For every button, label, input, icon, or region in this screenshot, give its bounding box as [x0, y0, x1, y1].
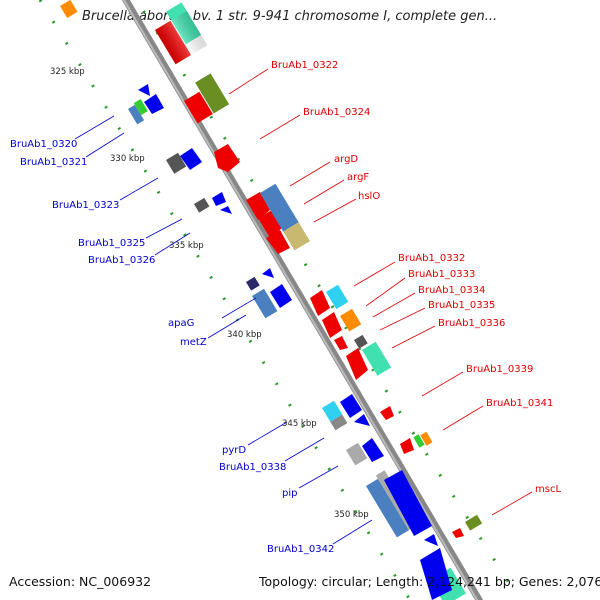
- feature-arrow: [262, 268, 274, 278]
- gene-label-reverse: BruAb1_0321: [20, 157, 87, 168]
- feature-block: [195, 73, 230, 114]
- feature-arrow: [258, 210, 282, 238]
- gene-label-forward: BruAb1_0336: [438, 318, 505, 329]
- gene-label-reverse: metZ: [180, 337, 207, 348]
- gene-label-forward: argF: [347, 172, 369, 183]
- forward-features: [155, 2, 483, 600]
- feature-block: [194, 197, 210, 213]
- ruler-tick-label: 325 kbp: [50, 67, 85, 77]
- gene-label-reverse: BruAb1_0325: [78, 238, 145, 249]
- gene-label-forward: argD: [334, 154, 358, 165]
- gene-label-reverse: pyrD: [222, 445, 246, 456]
- feature-arrow: [212, 192, 226, 206]
- feature-block: [330, 414, 348, 431]
- accession-text: Accession: NC_006932: [9, 574, 152, 589]
- feature-block: [354, 334, 368, 349]
- gene-label-forward: BruAb1_0341: [486, 398, 553, 409]
- feature-block: [366, 478, 409, 538]
- gene-label-forward: hslO: [358, 191, 380, 202]
- feature-arrow: [220, 206, 232, 214]
- gene-label-forward: mscL: [535, 484, 561, 495]
- feature-arrow: [380, 406, 394, 420]
- feature-block: [128, 104, 145, 125]
- ruler-tick-label: 345 kbp: [282, 419, 317, 429]
- gene-label-forward: BruAb1_0332: [398, 253, 465, 264]
- ruler-tick-label: 340 kbp: [227, 330, 262, 340]
- feature-arrow: [346, 348, 368, 380]
- feature-arrow: [246, 192, 270, 220]
- feature-block: [420, 431, 433, 446]
- feature-block: [413, 434, 425, 448]
- feature-block: [133, 99, 148, 116]
- feature-block: [340, 308, 362, 332]
- feature-arrow: [310, 290, 330, 316]
- gene-label-forward: BruAb1_0324: [303, 107, 370, 118]
- feature-arrow: [420, 548, 452, 600]
- ruler-tick-label: 350 kbp: [334, 510, 369, 520]
- feature-arrow: [322, 312, 342, 338]
- feature-arrow: [362, 438, 384, 462]
- feature-block: [346, 442, 368, 466]
- gene-label-reverse: apaG: [168, 318, 194, 329]
- reverse-features: [59, 0, 452, 600]
- gene-label-forward: BruAb1_0333: [408, 269, 475, 280]
- feature-block: [465, 514, 483, 531]
- feature-arrow: [180, 148, 202, 170]
- feature-block: [362, 341, 392, 376]
- feature-arrow: [340, 394, 362, 418]
- feature-arrow: [266, 230, 290, 254]
- ruler-tick-label: 335 kbp: [169, 241, 204, 251]
- feature-block: [283, 222, 310, 251]
- feature-arrow: [138, 84, 150, 96]
- feature-arrow: [354, 414, 370, 426]
- reverse-labels: BruAb1_0320 BruAb1_0321 BruAb1_0323 BruA…: [10, 115, 373, 555]
- gene-label-reverse: BruAb1_0338: [219, 462, 286, 473]
- gene-label-reverse: BruAb1_0342: [267, 544, 334, 555]
- topology-text: Topology: circular; Length: 2,124,241 bp…: [259, 574, 600, 589]
- feature-block: [252, 288, 278, 319]
- gene-label-forward: BruAb1_0335: [428, 300, 495, 311]
- feature-block: [322, 400, 343, 422]
- feature-arrow: [334, 336, 348, 350]
- feature-arrow: [424, 534, 438, 546]
- gene-label-reverse: pip: [282, 488, 297, 499]
- feature-arrow: [452, 528, 464, 538]
- forward-labels: BruAb1_0322 BruAb1_0324 argD argF hslO B…: [228, 60, 561, 516]
- genome-backbone: [121, 0, 484, 600]
- feature-block: [246, 276, 260, 291]
- feature-arrow: [144, 94, 164, 114]
- gene-label-forward: BruAb1_0339: [466, 364, 533, 375]
- ruler: 325 kbp 330 kbp 335 kbp 340 kbp 345 kbp …: [50, 67, 369, 520]
- gene-label-reverse: BruAb1_0326: [88, 255, 155, 266]
- feature-arrow: [400, 438, 414, 454]
- feature-arrow: [384, 470, 432, 536]
- feature-arrow: [214, 144, 240, 172]
- feature-block: [166, 152, 187, 174]
- ruler-tick-label: 330 kbp: [110, 154, 145, 164]
- gene-label-reverse: BruAb1_0320: [10, 139, 77, 150]
- gene-label-reverse: BruAb1_0323: [52, 200, 119, 211]
- feature-block: [326, 284, 349, 310]
- gene-label-forward: BruAb1_0334: [418, 285, 485, 296]
- gene-label-forward: BruAb1_0322: [271, 60, 338, 71]
- feature-block: [184, 91, 213, 124]
- feature-block: [59, 0, 78, 19]
- feature-arrow: [270, 284, 292, 308]
- feature-block: [260, 183, 299, 232]
